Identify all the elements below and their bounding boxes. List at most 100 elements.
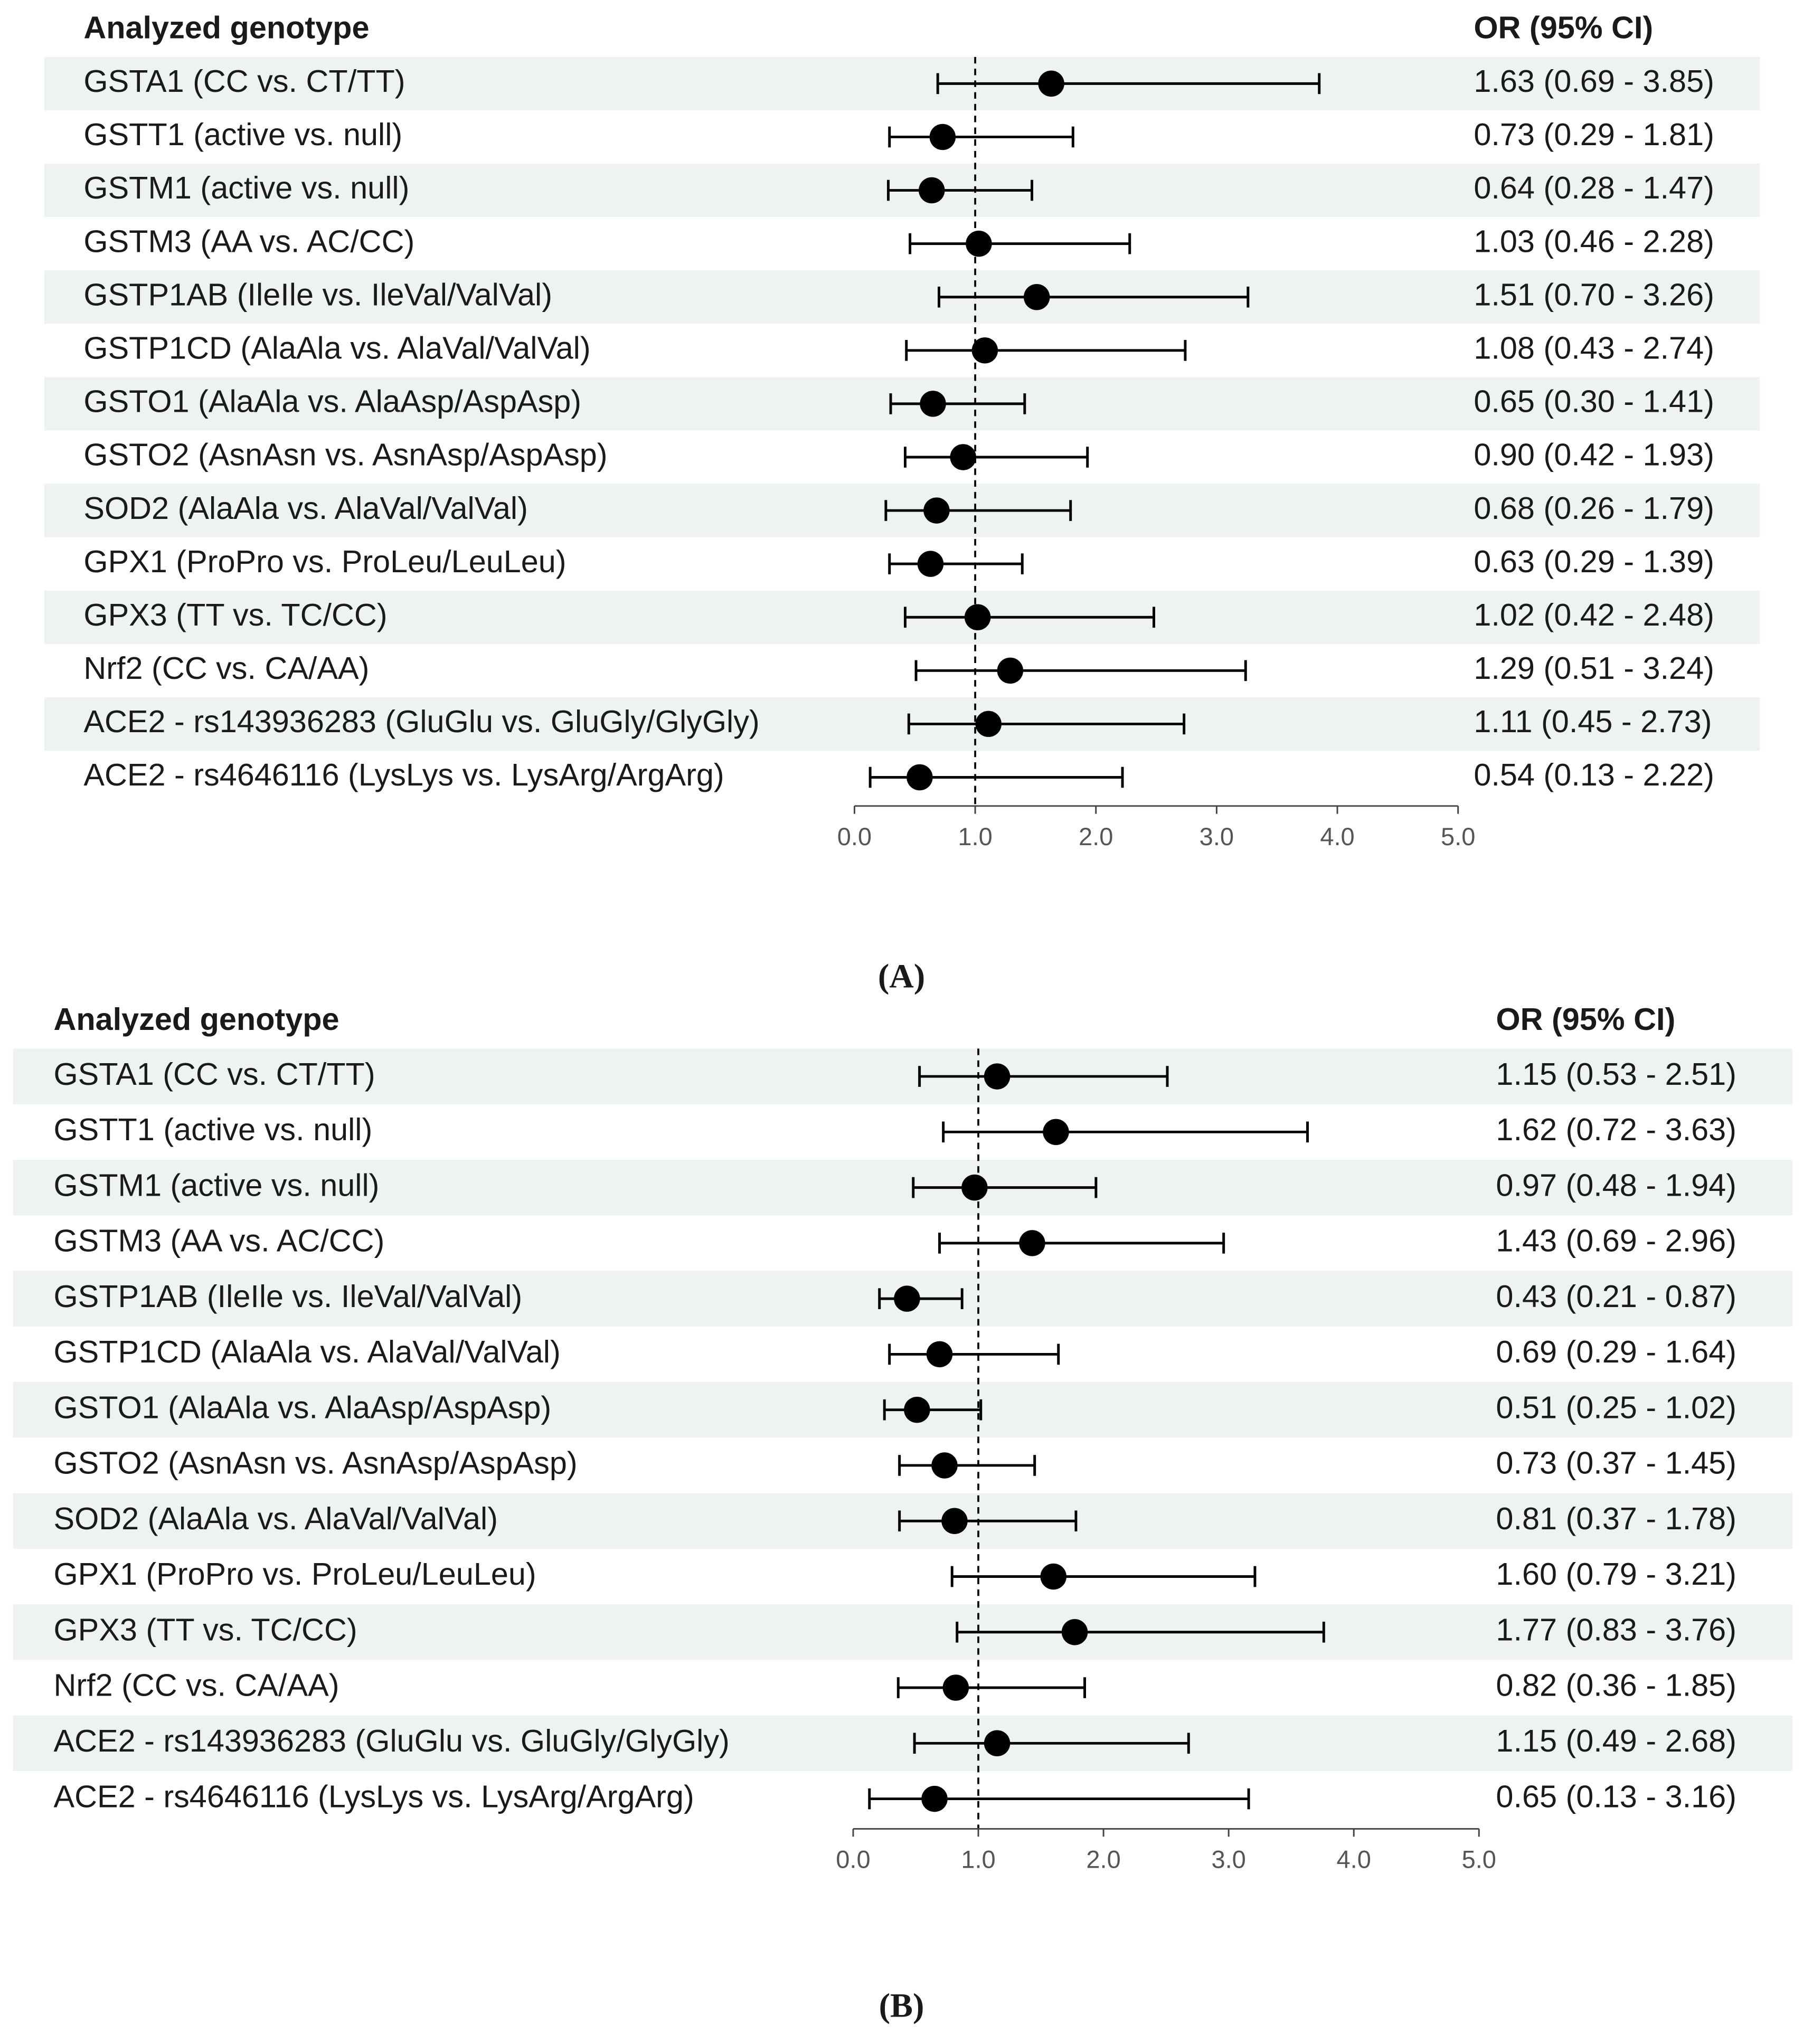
value-label: 0.43 (0.21 - 0.87) [1496, 1279, 1736, 1314]
row-label: GSTO2 (AsnAsn vs. AsnAsp/AspAsp) [83, 437, 607, 472]
point [1019, 1230, 1045, 1256]
row-label: GSTO1 (AlaAla vs. AlaAsp/AspAsp) [53, 1389, 551, 1425]
point [971, 337, 998, 364]
x-tick-label: 1.0 [958, 822, 992, 850]
row-band [44, 590, 1760, 644]
row-label: GSTP1CD (AlaAla vs. AlaVal/ValVal) [53, 1334, 560, 1369]
x-tick-label: 3.0 [1211, 1846, 1245, 1873]
value-label: 0.82 (0.36 - 1.85) [1496, 1668, 1736, 1703]
x-tick-label: 0.0 [837, 822, 872, 850]
value-label: 1.08 (0.43 - 2.74) [1474, 330, 1714, 365]
x-tick-label: 5.0 [1441, 822, 1475, 850]
value-label: 1.51 (0.70 - 3.26) [1474, 277, 1714, 312]
x-tick-label: 5.0 [1462, 1846, 1496, 1873]
caption: (A) [878, 958, 925, 995]
point [894, 1285, 920, 1312]
x-tick-label: 4.0 [1337, 1846, 1371, 1873]
value-label: 0.68 (0.26 - 1.79) [1474, 490, 1714, 526]
point [931, 1452, 958, 1479]
point [920, 391, 946, 417]
row-label: GSTP1CD (AlaAla vs. AlaVal/ValVal) [83, 330, 590, 365]
row-label: GPX3 (TT vs. TC/CC) [83, 597, 387, 632]
value-label: 1.43 (0.69 - 2.96) [1496, 1223, 1736, 1258]
point [926, 1341, 953, 1368]
point [942, 1674, 969, 1701]
x-tick-label: 2.0 [1079, 822, 1113, 850]
row-band [44, 697, 1760, 751]
value-label: 0.65 (0.13 - 3.16) [1496, 1778, 1736, 1814]
x-tick-label: 1.0 [961, 1846, 995, 1873]
value-label: 0.65 (0.30 - 1.41) [1474, 384, 1714, 419]
point [984, 1063, 1011, 1090]
value-label: 0.73 (0.29 - 1.81) [1474, 117, 1714, 152]
point [917, 551, 944, 577]
x-tick-label: 0.0 [836, 1846, 870, 1873]
row-label: Nrf2 (CC vs. CA/AA) [83, 650, 369, 686]
row-label: GSTT1 (active vs. null) [83, 117, 402, 152]
value-label: 1.63 (0.69 - 3.85) [1474, 63, 1714, 99]
point [1023, 283, 1050, 310]
point [966, 230, 992, 257]
point [941, 1508, 968, 1534]
column-header: Analyzed genotype [53, 1001, 339, 1037]
row-band [44, 270, 1760, 324]
value-label: 0.90 (0.42 - 1.93) [1474, 437, 1714, 472]
point [919, 177, 945, 204]
point [997, 657, 1024, 684]
x-tick-label: 3.0 [1200, 822, 1234, 850]
row-band [13, 1159, 1793, 1216]
value-label: 1.02 (0.42 - 2.48) [1474, 597, 1714, 632]
point [1038, 70, 1064, 97]
row-label: GSTP1AB (IleIle vs. IleVal/ValVal) [53, 1279, 522, 1314]
value-label: 1.77 (0.83 - 3.76) [1496, 1612, 1736, 1647]
point [975, 711, 1002, 737]
row-label: ACE2 - rs4646116 (LysLys vs. LysArg/ArgA… [83, 757, 724, 792]
point [984, 1730, 1011, 1757]
row-label: GPX1 (ProPro vs. ProLeu/LeuLeu) [83, 544, 566, 579]
value-label: 1.11 (0.45 - 2.73) [1474, 704, 1712, 739]
row-label: GSTA1 (CC vs. CT/TT) [53, 1056, 375, 1092]
value-label: 1.15 (0.49 - 2.68) [1496, 1723, 1736, 1758]
row-label: SOD2 (AlaAla vs. AlaVal/ValVal) [83, 490, 527, 526]
value-label: 1.60 (0.79 - 3.21) [1496, 1556, 1736, 1592]
row-band [13, 1048, 1793, 1104]
point [929, 124, 956, 150]
row-label: GSTM3 (AA vs. AC/CC) [53, 1223, 384, 1258]
value-label: 0.81 (0.37 - 1.78) [1496, 1501, 1736, 1536]
value-label: 0.73 (0.37 - 1.45) [1496, 1445, 1736, 1481]
column-header: OR (95% CI) [1474, 10, 1653, 45]
row-label: GPX1 (ProPro vs. ProLeu/LeuLeu) [53, 1556, 536, 1592]
value-label: 0.69 (0.29 - 1.64) [1496, 1334, 1736, 1369]
point [961, 1174, 988, 1201]
row-label: ACE2 - rs143936283 (GluGlu vs. GluGly/Gl… [53, 1723, 729, 1758]
row-label: GSTO2 (AsnAsn vs. AsnAsp/AspAsp) [53, 1445, 577, 1481]
row-label: Nrf2 (CC vs. CA/AA) [53, 1668, 339, 1703]
row-label: ACE2 - rs143936283 (GluGlu vs. GluGly/Gl… [83, 704, 759, 739]
point [907, 764, 933, 791]
point [923, 497, 950, 524]
point [1043, 1119, 1069, 1146]
point [1040, 1563, 1066, 1590]
point [950, 444, 976, 470]
point [964, 604, 991, 630]
x-tick-label: 2.0 [1086, 1846, 1120, 1873]
row-label: GSTT1 (active vs. null) [53, 1112, 372, 1147]
row-label: GSTM1 (active vs. null) [83, 170, 409, 205]
value-label: 0.97 (0.48 - 1.94) [1496, 1167, 1736, 1203]
caption: (B) [879, 1987, 924, 2024]
point [921, 1785, 948, 1812]
value-label: 1.62 (0.72 - 3.63) [1496, 1112, 1736, 1147]
value-label: 1.15 (0.53 - 2.51) [1496, 1056, 1736, 1092]
row-label: GSTA1 (CC vs. CT/TT) [83, 63, 405, 99]
column-header: Analyzed genotype [83, 10, 369, 45]
value-label: 1.03 (0.46 - 2.28) [1474, 223, 1714, 259]
value-label: 0.54 (0.13 - 2.22) [1474, 757, 1714, 792]
row-label: GSTM1 (active vs. null) [53, 1167, 379, 1203]
row-label: ACE2 - rs4646116 (LysLys vs. LysArg/ArgA… [53, 1778, 694, 1814]
row-label: GPX3 (TT vs. TC/CC) [53, 1612, 357, 1647]
row-band [44, 56, 1760, 110]
value-label: 0.51 (0.25 - 1.02) [1496, 1389, 1736, 1425]
point [1061, 1619, 1088, 1645]
row-band [13, 1715, 1793, 1771]
